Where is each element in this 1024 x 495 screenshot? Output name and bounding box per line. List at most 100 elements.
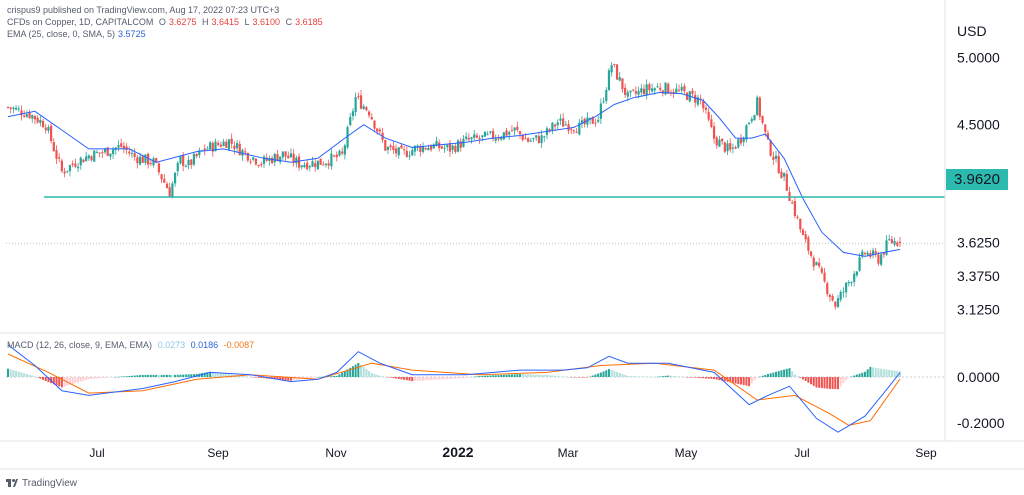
candle-body bbox=[570, 128, 573, 130]
candle bbox=[384, 139, 387, 152]
candle-body bbox=[281, 151, 284, 158]
macd-histogram-bar bbox=[351, 366, 354, 377]
candle bbox=[659, 83, 662, 92]
macd-histogram-bar bbox=[826, 377, 829, 389]
candle bbox=[486, 131, 489, 136]
candle-body bbox=[580, 120, 584, 124]
candle-body bbox=[23, 115, 26, 117]
candle bbox=[893, 237, 896, 247]
candle-body bbox=[324, 163, 328, 165]
candle-body bbox=[871, 250, 875, 256]
macd-histogram-bar bbox=[801, 377, 804, 380]
price-pane[interactable] bbox=[6, 62, 945, 310]
candle bbox=[241, 148, 244, 161]
macd-histogram-bar bbox=[543, 374, 546, 377]
candle-body bbox=[106, 147, 109, 156]
macd-histogram-bar bbox=[508, 374, 511, 377]
candle-body bbox=[605, 89, 608, 102]
macd-histogram-bar bbox=[446, 377, 449, 379]
candle bbox=[147, 152, 150, 169]
candle bbox=[246, 152, 249, 163]
candle bbox=[885, 235, 888, 256]
macd-histogram-bar bbox=[20, 372, 23, 377]
candle bbox=[572, 129, 576, 134]
candle-body bbox=[648, 84, 651, 91]
candle-body bbox=[686, 92, 689, 100]
candle-body bbox=[831, 296, 834, 301]
macd-histogram-bar bbox=[432, 377, 435, 380]
macd-histogram-bar bbox=[610, 370, 613, 377]
candle-body bbox=[440, 146, 443, 149]
candle-body bbox=[9, 107, 12, 109]
candle bbox=[877, 251, 880, 266]
macd-histogram-bar bbox=[478, 375, 481, 377]
candle bbox=[386, 145, 390, 155]
macd-histogram-bar bbox=[227, 374, 230, 377]
candle-body bbox=[384, 139, 387, 151]
macd-histogram-bar bbox=[575, 377, 578, 378]
candle bbox=[527, 137, 530, 143]
macd-histogram-bar bbox=[184, 374, 187, 377]
candle-body bbox=[155, 158, 158, 163]
macd-hist-value: 0.0273 bbox=[157, 340, 186, 350]
candle bbox=[756, 95, 759, 117]
candle bbox=[543, 135, 546, 142]
candle-body bbox=[109, 153, 112, 157]
macd-histogram-bar bbox=[804, 377, 807, 382]
candle-body bbox=[540, 135, 543, 144]
candle-body bbox=[618, 77, 621, 81]
macd-pane[interactable] bbox=[6, 344, 945, 433]
macd-histogram-bar bbox=[605, 370, 608, 377]
candle bbox=[211, 141, 214, 157]
macd-histogram-bar bbox=[524, 374, 527, 377]
candle-body bbox=[729, 143, 732, 150]
candle-body bbox=[747, 122, 751, 124]
macd-histogram-bar bbox=[815, 377, 818, 388]
candle bbox=[712, 122, 716, 144]
candle-body bbox=[459, 141, 462, 148]
candle-body bbox=[785, 174, 788, 191]
candle-body bbox=[130, 152, 134, 154]
macd-histogram-bar bbox=[341, 372, 344, 377]
candle-body bbox=[880, 254, 883, 265]
macd-histogram-bar bbox=[392, 377, 395, 379]
macd-histogram-bar bbox=[486, 375, 489, 377]
candle-body bbox=[63, 171, 66, 174]
candle bbox=[187, 155, 190, 170]
macd-histogram-bar bbox=[562, 376, 565, 378]
candle-body bbox=[125, 146, 128, 150]
macd-histogram-bar bbox=[225, 373, 228, 377]
macd-histogram-bar bbox=[109, 377, 112, 378]
macd-histogram-bar bbox=[419, 377, 422, 381]
candle bbox=[63, 167, 66, 178]
macd-histogram-bar bbox=[33, 376, 36, 377]
macd-histogram-bar bbox=[36, 377, 39, 378]
candle bbox=[801, 228, 805, 236]
macd-histogram-bar bbox=[567, 376, 570, 378]
macd-histogram-bar bbox=[384, 376, 387, 378]
candle bbox=[446, 144, 449, 152]
candle bbox=[545, 126, 549, 140]
candle bbox=[847, 280, 850, 287]
candle-body bbox=[505, 130, 508, 136]
candle bbox=[346, 125, 349, 150]
candle-body bbox=[723, 142, 726, 152]
macd-histogram-bar bbox=[462, 377, 465, 378]
candle-body bbox=[362, 106, 365, 109]
candle-body bbox=[675, 88, 678, 93]
candle bbox=[389, 143, 392, 151]
candle-body bbox=[33, 115, 37, 120]
time-tick-label: May bbox=[675, 446, 698, 460]
macd-histogram-bar bbox=[659, 376, 662, 377]
candle-body bbox=[297, 156, 301, 168]
candle bbox=[244, 147, 247, 156]
candle bbox=[570, 127, 573, 135]
macd-histogram-bar bbox=[130, 375, 133, 377]
macd-histogram-bar bbox=[381, 376, 384, 377]
macd-histogram-bar bbox=[758, 376, 761, 378]
candle bbox=[459, 137, 462, 152]
macd-histogram-bar bbox=[812, 377, 815, 386]
candle bbox=[311, 156, 314, 168]
macd-signal-value: -0.0087 bbox=[223, 340, 255, 350]
